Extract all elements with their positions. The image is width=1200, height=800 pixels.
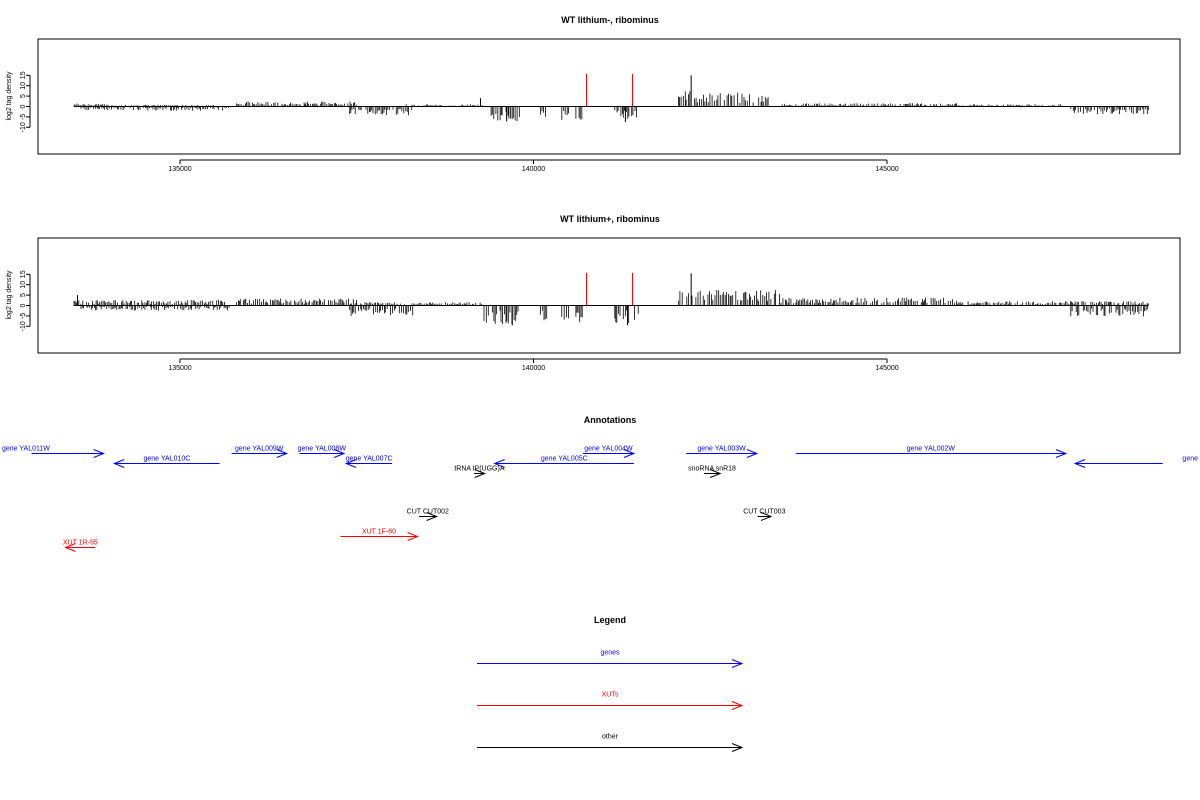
bar-series <box>73 272 1149 326</box>
legend-label: XUTs <box>602 692 619 699</box>
feature-label: gene YAL007C <box>346 456 393 463</box>
feature-label: tRNA tP(UGG)A <box>454 466 505 473</box>
axes: -10 -5 0 5 10 15 135000 140000 145000 <box>20 71 899 173</box>
arrow-head <box>474 469 487 478</box>
feature-label: XUT 1F-60 <box>362 529 396 536</box>
arrow-head <box>112 459 125 468</box>
arrow-head <box>93 449 105 458</box>
y-tick-label: 5 <box>20 293 27 297</box>
feature-label: CUT CUT002 <box>407 509 449 516</box>
feature-label: gene YAL004W <box>584 446 633 453</box>
y-tick-label: 10 <box>20 281 27 289</box>
feature-label: gene YAL002W <box>907 446 956 453</box>
legend-label: other <box>602 734 619 741</box>
y-tick-label: -5 <box>20 313 27 319</box>
feature-label: CUT CUT003 <box>743 509 785 516</box>
annotation-features: gene YAL011W gene YAL010C gene YAL009W gene… <box>2 446 1198 552</box>
feature-label: snoRNA snR18 <box>688 466 736 473</box>
y-tick-label: -5 <box>20 114 27 120</box>
feature-label: gene YAL005C <box>541 456 588 463</box>
arrow-head <box>344 459 357 468</box>
y-tick-label: 15 <box>20 71 27 79</box>
arrow-head <box>333 449 346 458</box>
feature-label: gene YAL011W <box>2 446 50 453</box>
arrow-head <box>731 701 744 710</box>
y-tick-label: 0 <box>20 303 27 307</box>
x-tick-label: 145000 <box>875 365 898 372</box>
arrow-head <box>426 512 438 521</box>
y-tick-label: 0 <box>20 104 27 108</box>
panel-title: WT lithium+, ribominus <box>560 214 660 224</box>
y-axis-label: log2 tag density <box>6 71 13 121</box>
axes: -10 -5 0 5 10 15 135000 140000 145000 <box>20 270 899 372</box>
feature-label: gene YAL010C <box>143 456 190 463</box>
track-panel-lithium-minus: WT lithium-, ribominus log2 tag density … <box>6 15 1181 173</box>
arrow-head <box>760 512 773 521</box>
plot-frame <box>37 38 1181 155</box>
y-tick-label: 5 <box>20 94 27 98</box>
y-axis-label: log2 tag density <box>6 270 13 320</box>
feature-label: gene <box>1182 456 1198 463</box>
x-tick-label: 140000 <box>522 365 545 372</box>
y-tick-label: -10 <box>20 321 27 331</box>
legend-label: genes <box>600 650 620 657</box>
annotations-title: Annotations <box>584 415 637 425</box>
feature-label: gene YAL008W <box>298 446 347 453</box>
arrow-head <box>746 449 759 458</box>
feature-label: XUT 1R-55 <box>63 540 98 547</box>
arrow-head <box>731 743 744 752</box>
x-tick-label: 140000 <box>522 166 545 173</box>
track-panel-lithium-plus: WT lithium+, ribominus log2 tag density … <box>6 214 1181 372</box>
bar-series <box>73 73 1149 123</box>
arrow-head <box>731 659 744 668</box>
x-tick-label: 135000 <box>168 365 191 372</box>
arrow-head <box>623 449 636 458</box>
legend: Legend genes XUTs other <box>477 615 744 752</box>
feature-label: gene YAL003W <box>697 446 746 453</box>
x-tick-label: 145000 <box>875 166 898 173</box>
legend-items: genes XUTs other <box>477 650 744 752</box>
feature-label: gene YAL009W <box>235 446 284 453</box>
y-tick-label: 15 <box>20 270 27 278</box>
panel-title: WT lithium-, ribominus <box>561 15 659 25</box>
arrow-head <box>709 469 722 478</box>
arrow-head <box>493 459 505 468</box>
plot-frame <box>37 237 1181 354</box>
arrow-head <box>1073 459 1086 468</box>
y-tick-label: -10 <box>20 122 27 132</box>
y-tick-label: 10 <box>20 82 27 90</box>
arrow-head <box>1055 449 1068 458</box>
x-tick-label: 135000 <box>168 166 191 173</box>
arrow-head <box>407 532 419 541</box>
arrow-head <box>276 449 289 458</box>
arrow-head <box>64 543 76 552</box>
legend-title: Legend <box>594 615 626 625</box>
